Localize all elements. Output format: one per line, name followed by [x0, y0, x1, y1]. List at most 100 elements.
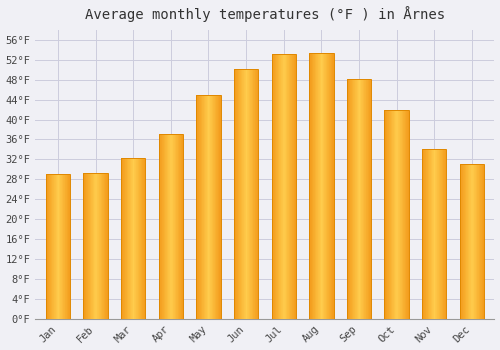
- Bar: [178, 134, 179, 319]
- Bar: [133, 159, 134, 319]
- Bar: [347, 78, 348, 319]
- Bar: [218, 94, 219, 319]
- Bar: [369, 78, 370, 319]
- Bar: [161, 134, 162, 319]
- Bar: [67, 174, 68, 319]
- Bar: [172, 134, 174, 319]
- Bar: [286, 54, 287, 319]
- Bar: [245, 69, 246, 319]
- Bar: [206, 94, 208, 319]
- Bar: [47, 174, 48, 319]
- Bar: [254, 69, 256, 319]
- Bar: [333, 52, 334, 319]
- Bar: [98, 173, 100, 319]
- Bar: [318, 52, 319, 319]
- Bar: [253, 69, 254, 319]
- Bar: [370, 78, 371, 319]
- Bar: [284, 54, 285, 319]
- Bar: [272, 54, 274, 319]
- Bar: [444, 149, 445, 319]
- Bar: [425, 149, 426, 319]
- Bar: [59, 174, 60, 319]
- Bar: [100, 173, 101, 319]
- Bar: [276, 54, 277, 319]
- Bar: [359, 78, 360, 319]
- Bar: [57, 174, 58, 319]
- Bar: [347, 78, 371, 319]
- Bar: [368, 78, 369, 319]
- Bar: [160, 134, 161, 319]
- Bar: [474, 164, 475, 319]
- Bar: [256, 69, 257, 319]
- Bar: [210, 94, 211, 319]
- Bar: [182, 134, 183, 319]
- Bar: [483, 164, 484, 319]
- Bar: [310, 52, 311, 319]
- Bar: [354, 78, 356, 319]
- Bar: [399, 110, 400, 319]
- Bar: [366, 78, 367, 319]
- Bar: [361, 78, 362, 319]
- Bar: [58, 174, 59, 319]
- Bar: [478, 164, 479, 319]
- Bar: [435, 149, 436, 319]
- Bar: [202, 94, 203, 319]
- Bar: [243, 69, 244, 319]
- Bar: [365, 78, 366, 319]
- Bar: [480, 164, 481, 319]
- Bar: [470, 164, 472, 319]
- Bar: [427, 149, 428, 319]
- Bar: [388, 110, 390, 319]
- Bar: [431, 149, 432, 319]
- Bar: [472, 164, 473, 319]
- Bar: [439, 149, 440, 319]
- Bar: [433, 149, 434, 319]
- Bar: [200, 94, 201, 319]
- Bar: [408, 110, 409, 319]
- Bar: [316, 52, 317, 319]
- Bar: [84, 173, 108, 319]
- Bar: [465, 164, 466, 319]
- Bar: [177, 134, 178, 319]
- Bar: [85, 173, 86, 319]
- Bar: [322, 52, 323, 319]
- Bar: [46, 174, 47, 319]
- Bar: [275, 54, 276, 319]
- Bar: [214, 94, 215, 319]
- Bar: [170, 134, 171, 319]
- Bar: [208, 94, 209, 319]
- Bar: [217, 94, 218, 319]
- Bar: [97, 173, 98, 319]
- Bar: [482, 164, 483, 319]
- Bar: [123, 159, 124, 319]
- Bar: [102, 173, 103, 319]
- Bar: [235, 69, 236, 319]
- Bar: [353, 78, 354, 319]
- Bar: [445, 149, 446, 319]
- Bar: [137, 159, 138, 319]
- Bar: [317, 52, 318, 319]
- Bar: [279, 54, 280, 319]
- Bar: [385, 110, 386, 319]
- Bar: [234, 69, 258, 319]
- Bar: [196, 94, 220, 319]
- Bar: [400, 110, 401, 319]
- Bar: [280, 54, 281, 319]
- Bar: [251, 69, 252, 319]
- Bar: [94, 173, 95, 319]
- Bar: [356, 78, 357, 319]
- Bar: [53, 174, 54, 319]
- Bar: [475, 164, 476, 319]
- Bar: [62, 174, 63, 319]
- Bar: [272, 54, 296, 319]
- Bar: [132, 159, 133, 319]
- Bar: [236, 69, 237, 319]
- Bar: [121, 159, 146, 319]
- Bar: [384, 110, 385, 319]
- Bar: [386, 110, 387, 319]
- Bar: [319, 52, 320, 319]
- Bar: [90, 173, 92, 319]
- Bar: [60, 174, 61, 319]
- Bar: [395, 110, 396, 319]
- Bar: [357, 78, 358, 319]
